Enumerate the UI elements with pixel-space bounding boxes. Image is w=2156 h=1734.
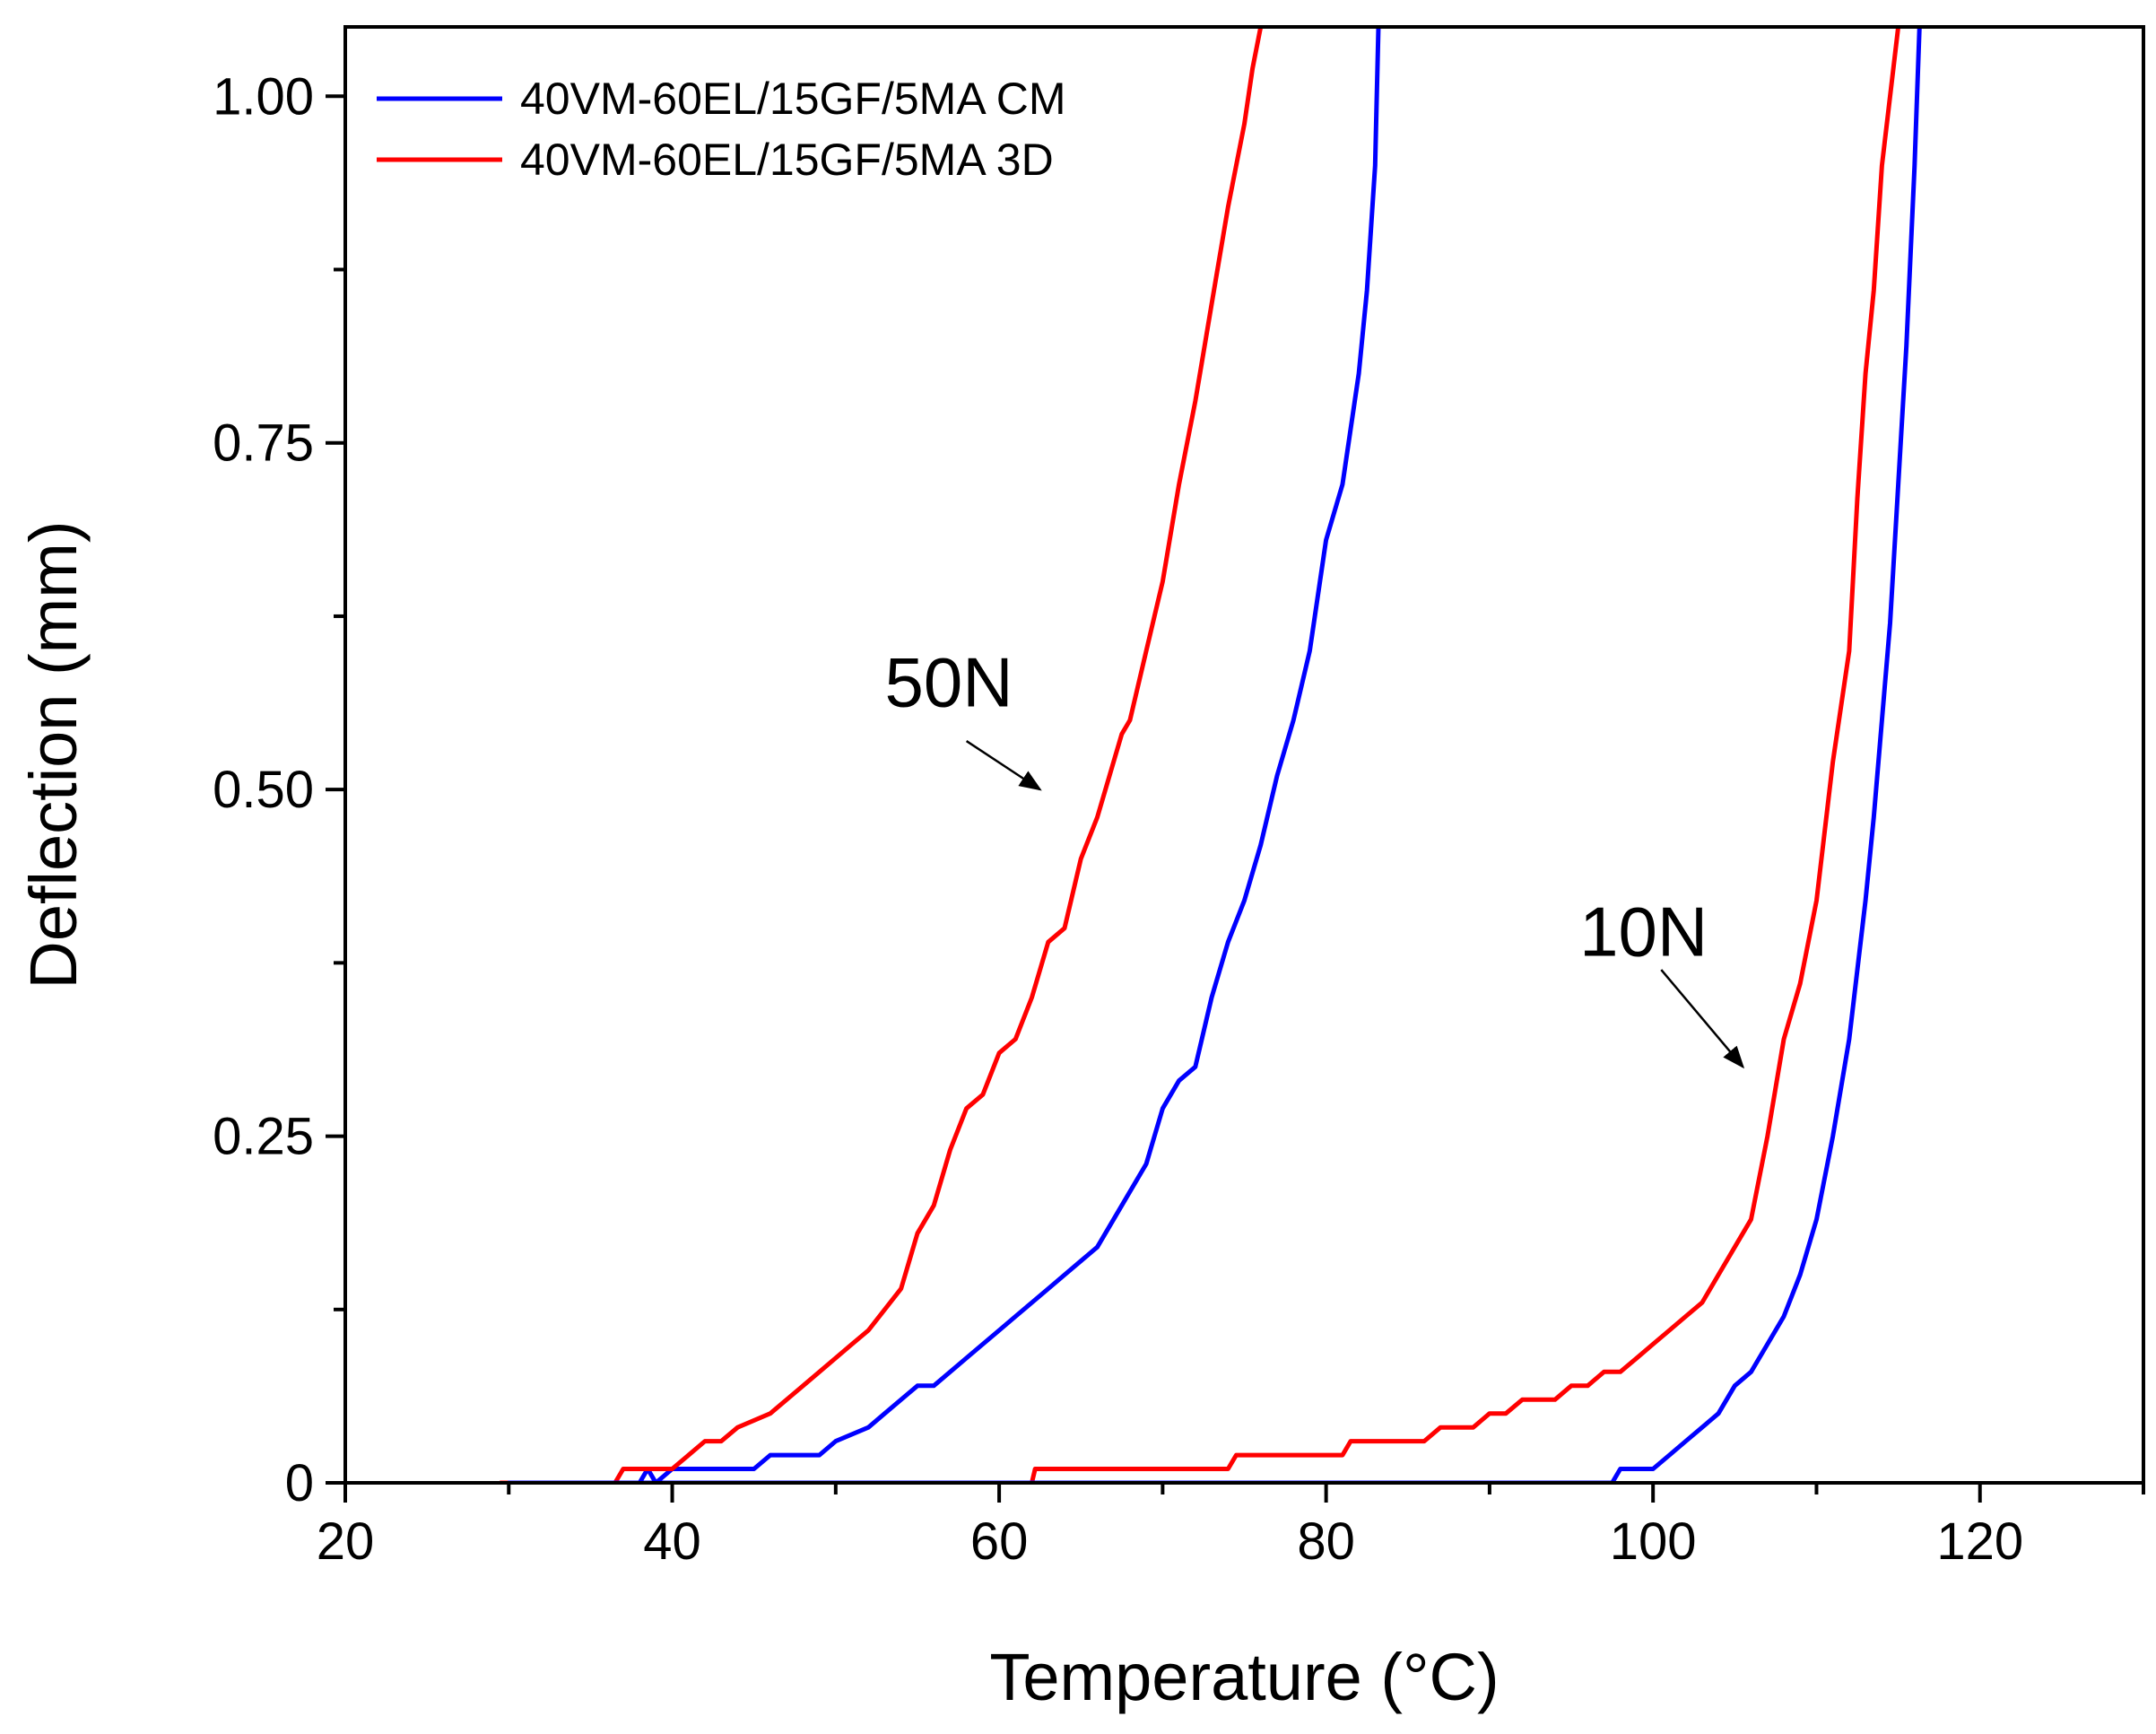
series-line-3d-50n [498, 27, 1264, 1483]
y-tick-label: 0 [285, 1454, 314, 1512]
annotation-label-10n: 10N [1579, 893, 1708, 972]
plot-frame [343, 25, 2145, 1485]
annotation-arrow-50n [965, 739, 1042, 791]
x-axis-title: Temperature (°C) [989, 1640, 1499, 1714]
y-axis-title: Deflection (mm) [16, 520, 91, 989]
x-tick-label: 120 [1936, 1512, 2023, 1571]
annotation-arrow-10n [1660, 969, 1745, 1069]
series-line-cm-10n [506, 27, 1922, 1483]
y-tick-label: 0.75 [213, 414, 314, 473]
x-tick-label: 20 [317, 1512, 375, 1571]
x-tick-label: 100 [1610, 1512, 1697, 1571]
series-line-cm-50n [637, 27, 1381, 1483]
legend-label-3d: 40VM-60EL/15GF/5MA 3D [520, 135, 1054, 185]
x-tick-label: 60 [970, 1512, 1029, 1571]
legend-label-cm: 40VM-60EL/15GF/5MA CM [520, 74, 1066, 124]
x-tick-label: 80 [1297, 1512, 1355, 1571]
annotation-label-50n: 50N [885, 642, 1013, 721]
y-tick-label: 0.25 [213, 1108, 314, 1166]
y-tick-label: 1.00 [213, 67, 314, 126]
series-line-3d-10n [1030, 27, 1901, 1483]
x-tick-label: 40 [643, 1512, 701, 1571]
y-tick-label: 0.50 [213, 761, 314, 819]
